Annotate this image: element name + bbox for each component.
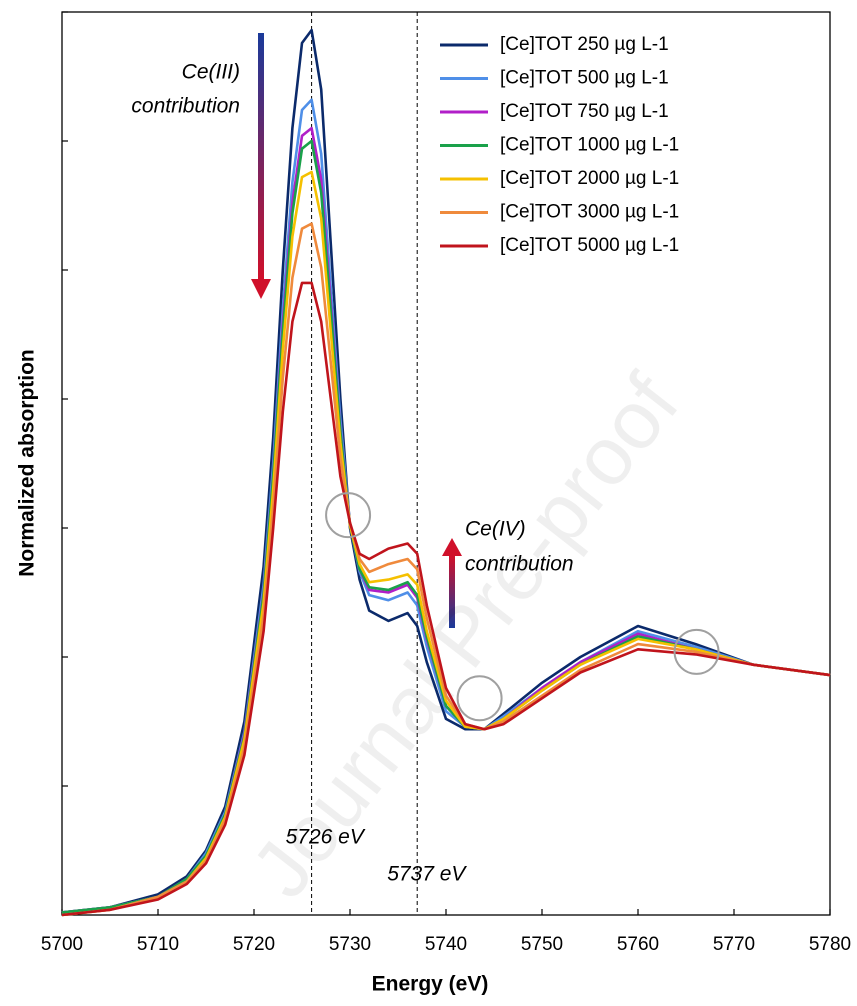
legend-label: [Ce]TOT 500 µg L-1 <box>500 68 669 89</box>
data-line <box>61 170 831 917</box>
reference-label: 5726 eV <box>286 826 366 849</box>
x-axis-title: Energy (eV) <box>372 973 489 996</box>
arrow-shaft <box>449 556 455 628</box>
annotation: contribution <box>465 553 574 576</box>
x-tick-label: 5700 <box>41 934 83 955</box>
arrow-head <box>251 279 271 299</box>
legend-label: [Ce]TOT 5000 µg L-1 <box>500 235 679 256</box>
x-tick-label: 5770 <box>713 934 755 955</box>
data-line <box>61 281 831 917</box>
isosbestic-marker <box>673 628 720 675</box>
legend-label: [Ce]TOT 1000 µg L-1 <box>500 135 679 156</box>
x-tick-label: 5740 <box>425 934 467 955</box>
legend-label: [Ce]TOT 250 µg L-1 <box>500 34 669 55</box>
x-tick-label: 5750 <box>521 934 563 955</box>
data-line <box>61 222 831 917</box>
x-tick-label: 5760 <box>617 934 659 955</box>
isosbestic-marker <box>325 492 372 539</box>
isosbestic-marker <box>456 675 503 722</box>
x-tick-label: 5780 <box>809 934 851 955</box>
data-line <box>61 98 831 914</box>
x-tick-label: 5730 <box>329 934 371 955</box>
y-axis-title: Normalized absorption <box>16 349 39 577</box>
annotation: Ce(IV) <box>465 518 526 541</box>
annotation: Ce(III) <box>182 61 240 84</box>
arrow-head <box>442 538 462 556</box>
legend-label: [Ce]TOT 3000 µg L-1 <box>500 202 679 223</box>
data-line <box>61 139 831 914</box>
reference-label: 5737 eV <box>387 863 467 886</box>
legend-label: [Ce]TOT 750 µg L-1 <box>500 101 669 122</box>
data-line <box>61 28 831 914</box>
plot-frame <box>61 11 831 916</box>
x-tick-label: 5720 <box>233 934 275 955</box>
annotation: contribution <box>131 95 240 118</box>
arrow-shaft <box>258 33 264 279</box>
legend-label: [Ce]TOT 2000 µg L-1 <box>500 168 679 189</box>
x-tick-label: 5710 <box>137 934 179 955</box>
